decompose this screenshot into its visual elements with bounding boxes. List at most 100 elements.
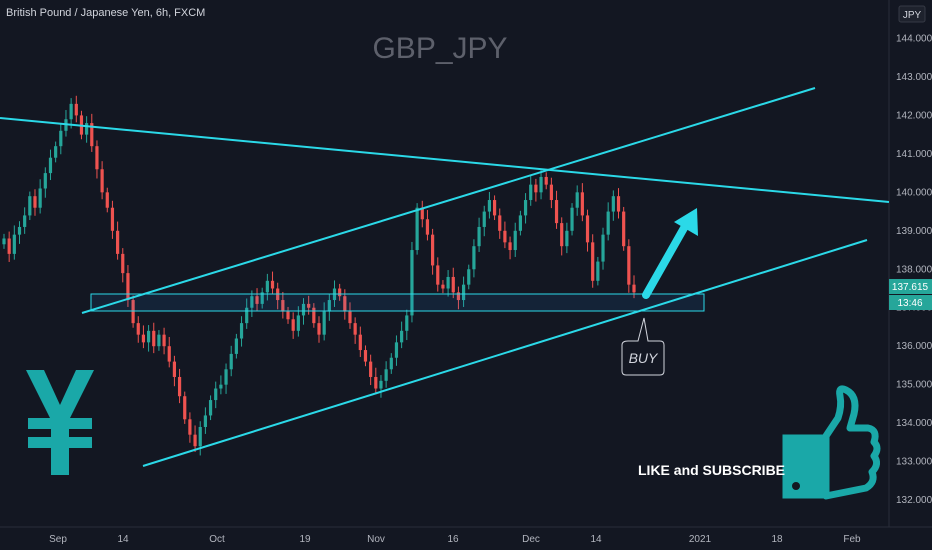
time-tick-label: 14 [590, 534, 602, 545]
candle [389, 353, 393, 374]
time-tick-label: Dec [522, 534, 540, 545]
last-price-tag[interactable]: 137.615 [889, 279, 932, 294]
candle [239, 316, 244, 347]
price-tick-label: 134.000 [896, 418, 932, 429]
time-tick-label: 16 [447, 534, 459, 545]
thumbs-up-icon [782, 385, 881, 500]
candle [456, 286, 461, 310]
candle [394, 335, 399, 366]
candle [193, 425, 197, 452]
candle [54, 141, 58, 163]
candle [534, 178, 538, 202]
arrow-up-icon [642, 208, 698, 299]
candle [116, 221, 120, 260]
candle [529, 175, 533, 206]
candle [369, 354, 373, 386]
candle [436, 257, 440, 292]
candle [260, 287, 264, 309]
yen-icon [26, 370, 94, 475]
time-tick-label: Nov [367, 534, 385, 545]
candle [17, 221, 22, 244]
candle [446, 270, 450, 297]
currency-label[interactable]: JPY [898, 5, 926, 23]
price-tick-label: 140.000 [896, 187, 932, 198]
descending-trendline[interactable] [0, 117, 890, 203]
support-zone[interactable] [90, 293, 705, 312]
candle [518, 210, 522, 236]
candle [59, 123, 63, 155]
candle [307, 295, 311, 315]
candle [183, 391, 187, 424]
candle [126, 265, 130, 307]
time-tick-label: Feb [843, 534, 861, 545]
candle [539, 168, 543, 200]
candle [565, 222, 569, 254]
candle [255, 288, 259, 311]
candle [591, 234, 595, 288]
candle [162, 327, 166, 355]
buy-callout[interactable]: BUY [621, 317, 665, 376]
like-subscribe-text: LIKE and SUBSCRIBE [638, 462, 785, 478]
candle [250, 290, 254, 317]
candle [379, 375, 383, 398]
price-tick-label: 138.000 [896, 264, 932, 275]
candle [7, 231, 11, 262]
symbol-watermark: GBP_JPY [372, 32, 507, 65]
candle [410, 241, 414, 323]
candle [167, 336, 171, 368]
candle [420, 200, 424, 228]
candle [38, 179, 42, 214]
buy-label: BUY [629, 350, 659, 366]
candle [549, 177, 553, 209]
candle [291, 312, 295, 339]
candle [208, 395, 213, 421]
currency-text: JPY [903, 10, 922, 21]
candle [622, 206, 626, 251]
candle [141, 325, 146, 349]
candle [570, 203, 574, 236]
price-tick-label: 132.000 [896, 495, 932, 506]
candle [327, 294, 331, 321]
candle [611, 190, 615, 221]
candle [348, 302, 352, 329]
candle [317, 316, 321, 343]
channel-lower-line[interactable] [142, 239, 868, 467]
candle [451, 267, 455, 299]
channel-upper-line[interactable] [81, 87, 816, 314]
candle [544, 172, 548, 190]
price-tick-label: 143.000 [896, 72, 932, 83]
candle [596, 256, 600, 286]
price-tick-label: 139.000 [896, 226, 932, 237]
candle [48, 149, 53, 181]
candle [245, 298, 249, 329]
candle [322, 302, 326, 341]
time-tick-label: Oct [209, 534, 225, 545]
candle [312, 303, 316, 328]
candle [560, 217, 564, 256]
candle [136, 316, 140, 343]
price-tick-label: 141.000 [896, 149, 932, 160]
candle [74, 95, 78, 123]
candle [363, 345, 368, 367]
candle [110, 200, 115, 239]
time-tick-label: 2021 [689, 534, 712, 545]
candle [177, 368, 182, 404]
candle [12, 225, 16, 260]
candle [105, 187, 109, 213]
time-scale[interactable]: Sep 14 Oct 19 Nov 16 Dec 14 2021 18 Feb [49, 534, 861, 545]
candle [85, 116, 89, 143]
candle [43, 167, 47, 198]
countdown-tag: 13:46 [889, 295, 932, 310]
candle [477, 217, 481, 252]
symbol-title[interactable]: British Pound / Japanese Yen, 6h, FXCM [6, 7, 205, 19]
candle [467, 264, 471, 290]
candle [503, 221, 507, 249]
candle [281, 291, 285, 319]
price-scale[interactable]: 144.000 143.000 142.000 141.000 140.000 139.0… [896, 33, 932, 506]
candle [338, 283, 342, 301]
candle [265, 273, 269, 301]
candle [415, 203, 419, 255]
candle [198, 421, 202, 456]
